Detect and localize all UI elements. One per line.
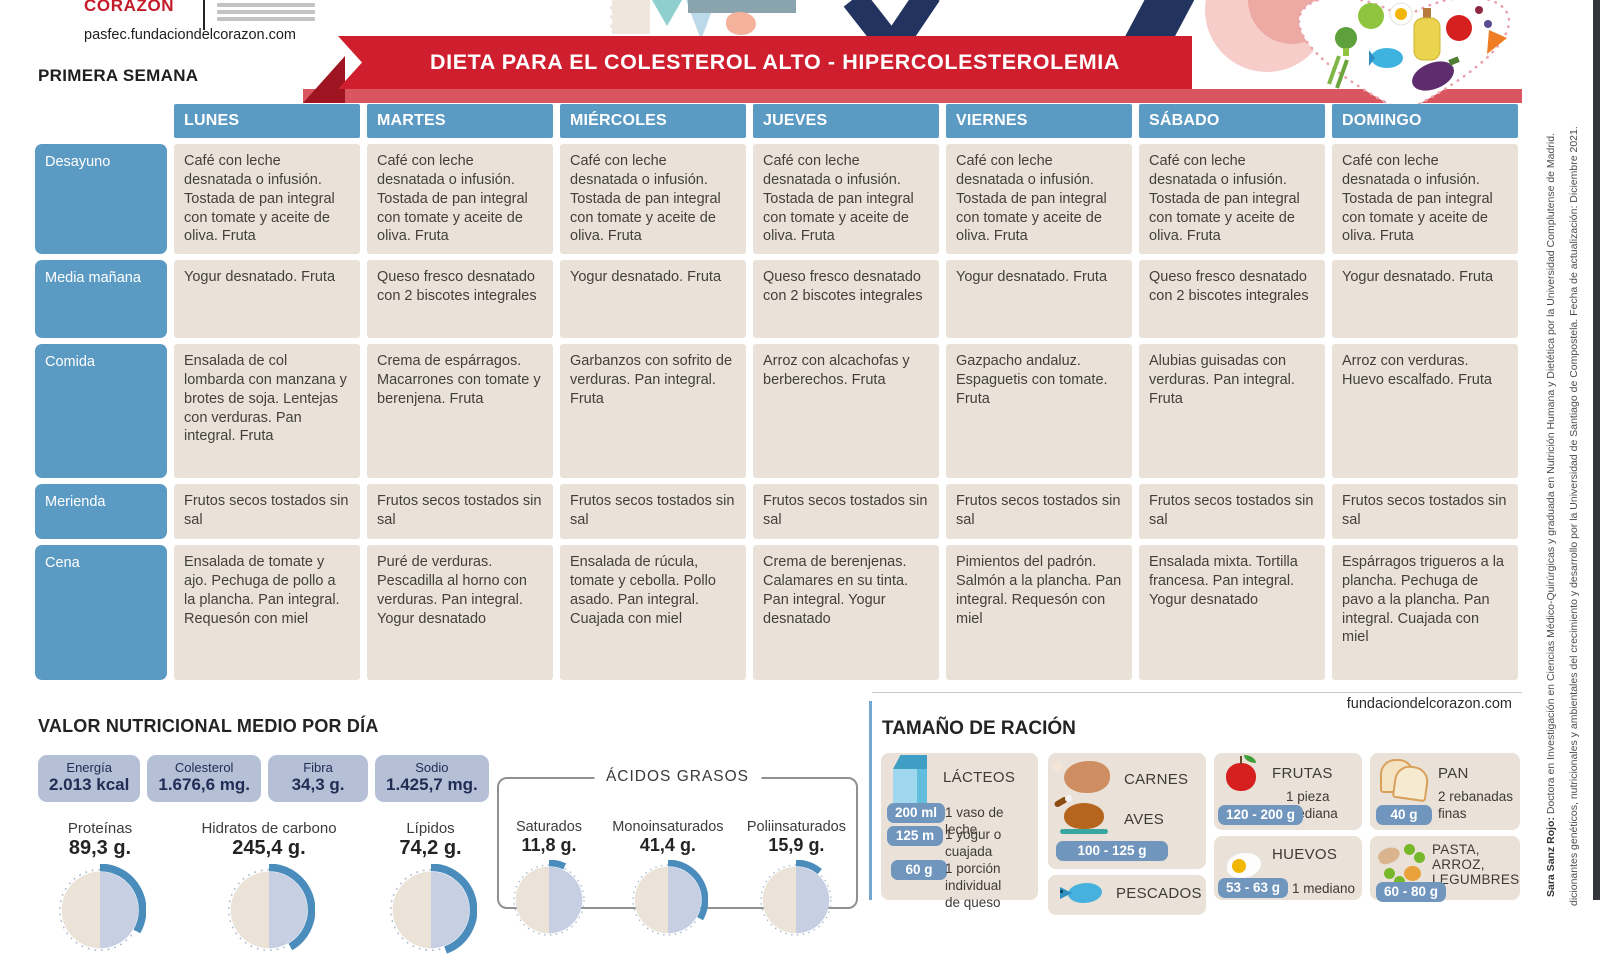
table-corner (35, 104, 167, 138)
table-cell: Café con leche desnatada o infusión. Tos… (174, 144, 360, 254)
card-huevos: HUEVOS 53 - 63 g 1 mediano (1214, 836, 1362, 900)
row-label-desayuno: Desayuno (35, 144, 167, 254)
gauge-chart (58, 864, 146, 952)
gauge-chart (513, 860, 585, 936)
macro-hidratos: Hidratos de carbono 245,4 g. (179, 820, 359, 956)
macro-proteinas: Proteínas 89,3 g. (35, 820, 165, 956)
credit-text-line1: Sara Sanz Rojo: Doctora en Investigación… (1545, 133, 1557, 897)
table-cell: Frutos secos tostados sin sal (367, 484, 553, 539)
pill-energia: Energía 2.013 kcal (38, 755, 141, 802)
page-title: DIETA PARA EL COLESTEROL ALTO - HIPERCOL… (430, 50, 1120, 74)
week-label: PRIMERA SEMANA (38, 66, 199, 85)
gauge-chart (227, 864, 315, 952)
footer-url[interactable]: fundaciondelcorazon.com (1346, 696, 1512, 712)
page-title-banner: DIETA PARA EL COLESTEROL ALTO - HIPERCOL… (338, 36, 1192, 89)
food-heart-icon (1283, 0, 1525, 118)
tray-illustration (688, 0, 796, 13)
page-edge-strip (1593, 0, 1600, 900)
table-cell: Café con leche desnatada o infusión. Tos… (560, 144, 746, 254)
table-cell: Yogur desnatado. Fruta (560, 260, 746, 338)
logo-divider (203, 0, 205, 30)
table-cell: Café con leche desnatada o infusión. Tos… (946, 144, 1132, 254)
table-cell: Café con leche desnatada o infusión. Tos… (753, 144, 939, 254)
table-cell: Ensalada de tomate y ajo. Pechuga de pol… (174, 545, 360, 680)
weekly-menu-table: LUNES MARTES MIÉRCOLES JUEVES VIERNES SÁ… (35, 104, 1518, 680)
table-cell: Frutos secos tostados sin sal (174, 484, 360, 539)
nutrition-pills: Energía 2.013 kcal Colesterol 1.676,6 mg… (38, 755, 489, 802)
table-cell: Alubias guisadas con verduras. Pan integ… (1139, 344, 1325, 478)
table-cell: Pimientos del padrón. Salmón a la planch… (946, 545, 1132, 680)
fatty-acids-box: ÁCIDOS GRASOS Saturados 11,8 g. Monoinsa… (497, 768, 858, 936)
pill-fibra: Fibra 34,3 g. (268, 755, 369, 802)
table-cell: Queso fresco desnatado con 2 biscotes in… (753, 260, 939, 338)
illustration-fragment (652, 0, 682, 26)
table-cell: Frutos secos tostados sin sal (560, 484, 746, 539)
table-cell: Café con leche desnatada o infusión. Tos… (367, 144, 553, 254)
fec-logo-text: CORAZÓN (84, 0, 175, 15)
card-pescados: PESCADOS (1048, 875, 1206, 915)
gauge-chart (760, 860, 833, 936)
col-header-martes: MARTES (367, 104, 553, 138)
table-cell: Ensalada de col lombarda con manzana y b… (174, 344, 360, 478)
fatty-acids-title: ÁCIDOS GRASOS (593, 768, 762, 786)
vertical-divider (869, 701, 872, 900)
col-header-domingo: DOMINGO (1332, 104, 1518, 138)
table-cell: Café con leche desnatada o infusión. Tos… (1332, 144, 1518, 254)
col-header-lunes: LUNES (174, 104, 360, 138)
table-cell: Frutos secos tostados sin sal (1332, 484, 1518, 539)
table-cell: Garbanzos con sofrito de verduras. Pan i… (560, 344, 746, 478)
illustration-fragment (610, 0, 650, 34)
portions-section-title: TAMAÑO DE RACIÓN (882, 718, 1076, 739)
fatty-saturados: Saturados 11,8 g. (509, 819, 589, 940)
table-cell: Ensalada de rúcula, tomate y cebolla. Po… (560, 545, 746, 680)
row-label-media-manana: Media mañana (35, 260, 167, 338)
macro-gauges: Proteínas 89,3 g. Hidratos de carbono 24… (35, 820, 488, 956)
table-cell: Queso fresco desnatado con 2 biscotes in… (1139, 260, 1325, 338)
table-cell: Queso fresco desnatado con 2 biscotes in… (367, 260, 553, 338)
col-header-jueves: JUEVES (753, 104, 939, 138)
horizontal-divider (872, 692, 1522, 693)
fatty-poliinsaturados: Poliinsaturados 15,9 g. (747, 819, 846, 940)
card-lacteos: LÁCTEOS 200 ml 1 vaso de leche 125 m 1 y… (881, 753, 1038, 910)
table-cell: Frutos secos tostados sin sal (753, 484, 939, 539)
col-header-sabado: SÁBADO (1139, 104, 1325, 138)
row-label-cena: Cena (35, 545, 167, 680)
pill-colesterol: Colesterol 1.676,6 mg. (147, 755, 262, 802)
table-cell: Ensalada mixta. Tortilla francesa. Pan i… (1139, 545, 1325, 680)
macro-lipidos: Lípidos 74,2 g. (373, 820, 488, 956)
table-cell: Frutos secos tostados sin sal (1139, 484, 1325, 539)
table-cell: Arroz con verduras. Huevo escalfado. Fru… (1332, 344, 1518, 478)
pasfec-url[interactable]: pasfec.fundaciondelcorazon.com (84, 27, 296, 43)
table-cell: Crema de espárragos. Macarrones con toma… (367, 344, 553, 478)
table-cell: Café con leche desnatada o infusión. Tos… (1139, 144, 1325, 254)
card-frutas: FRUTAS 1 pieza mediana 120 - 200 g (1214, 753, 1362, 830)
ribbon-tail (303, 89, 1522, 103)
nutrition-section-title: VALOR NUTRICIONAL MEDIO POR DÍA (38, 716, 379, 736)
table-cell: Crema de berenjenas. Calamares en su tin… (753, 545, 939, 680)
table-cell: Frutos secos tostados sin sal (946, 484, 1132, 539)
legumes-icon (1375, 844, 1426, 888)
table-cell: Arroz con alcachofas y berberechos. Frut… (753, 344, 939, 478)
row-label-comida: Comida (35, 344, 167, 478)
table-cell: Gazpacho andaluz. Espaguetis con tomate.… (946, 344, 1132, 478)
fatty-monoinsaturados: Monoinsaturados 41,4 g. (612, 819, 724, 940)
gauge-chart (632, 860, 708, 936)
card-pasta-arroz-legumbres: PASTA, ARROZ, LEGUMBRES 60 - 80 g (1370, 836, 1520, 902)
row-label-merienda: Merienda (35, 484, 167, 539)
col-header-viernes: VIERNES (946, 104, 1132, 138)
pill-sodio: Sodio 1.425,7 mg. (375, 755, 489, 802)
gauge-chart (389, 864, 477, 954)
card-pan: PAN 2 rebanadas finas 40 g (1370, 753, 1520, 830)
card-carnes-aves: CARNES AVES 100 - 125 g (1048, 753, 1206, 869)
table-cell: Puré de verduras. Pescadilla al horno co… (367, 545, 553, 680)
table-cell: Yogur desnatado. Fruta (1332, 260, 1518, 338)
table-cell: Espárragos trigueros a la plancha. Pechu… (1332, 545, 1518, 680)
table-cell: Yogur desnatado. Fruta (946, 260, 1132, 338)
partner-logo-text (217, 3, 315, 24)
table-cell: Yogur desnatado. Fruta (174, 260, 360, 338)
col-header-miercoles: MIÉRCOLES (560, 104, 746, 138)
credit-text-line2: dicionantes genéticos, nutricionales y a… (1568, 126, 1580, 906)
hand-illustration (726, 12, 756, 35)
